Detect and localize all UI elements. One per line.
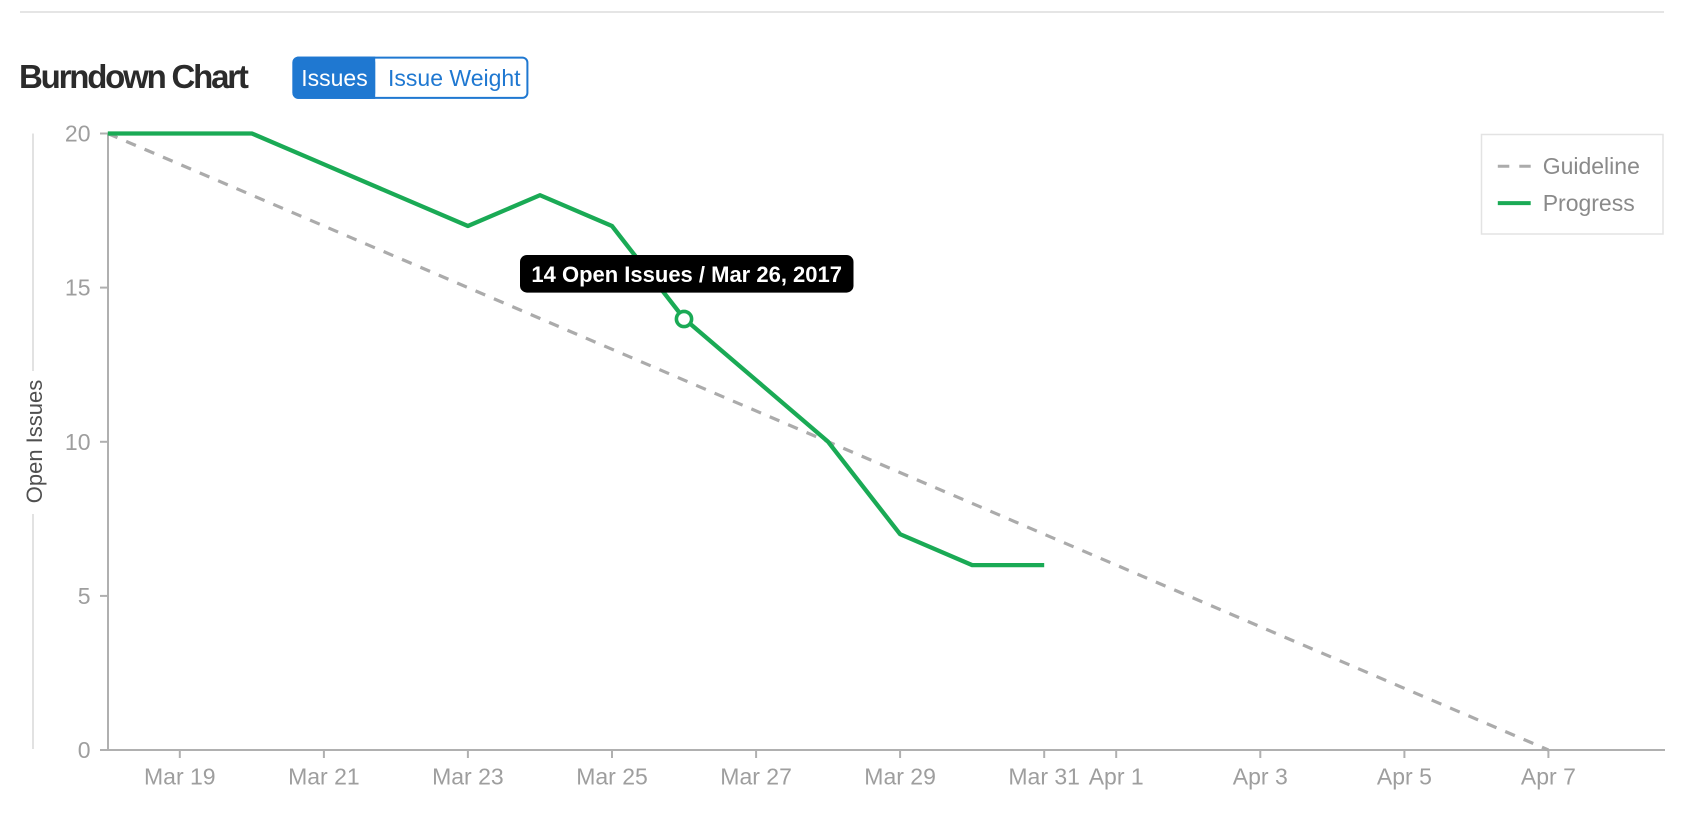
svg-text:Mar 29: Mar 29 bbox=[864, 764, 936, 790]
svg-text:Mar 21: Mar 21 bbox=[288, 764, 360, 790]
svg-text:14 Open Issues / Mar 26, 2017: 14 Open Issues / Mar 26, 2017 bbox=[531, 262, 842, 287]
svg-text:Issues: Issues bbox=[301, 65, 367, 91]
svg-text:Apr 3: Apr 3 bbox=[1233, 764, 1288, 790]
svg-text:Burndown Chart: Burndown Chart bbox=[19, 58, 249, 95]
svg-text:Mar 31: Mar 31 bbox=[1008, 764, 1080, 790]
svg-text:Apr 5: Apr 5 bbox=[1377, 764, 1432, 790]
svg-text:Mar 27: Mar 27 bbox=[720, 764, 792, 790]
svg-text:Mar 23: Mar 23 bbox=[432, 764, 504, 790]
svg-text:20: 20 bbox=[65, 121, 91, 147]
svg-text:Progress: Progress bbox=[1543, 190, 1635, 216]
svg-text:Apr 1: Apr 1 bbox=[1089, 764, 1144, 790]
svg-text:15: 15 bbox=[65, 275, 91, 301]
svg-text:Apr 7: Apr 7 bbox=[1521, 764, 1576, 790]
svg-text:Open Issues: Open Issues bbox=[22, 380, 47, 504]
svg-text:10: 10 bbox=[65, 429, 91, 455]
svg-text:5: 5 bbox=[78, 583, 91, 609]
svg-text:Issue Weight: Issue Weight bbox=[388, 65, 521, 91]
svg-text:Mar 19: Mar 19 bbox=[144, 764, 216, 790]
svg-text:Guideline: Guideline bbox=[1543, 153, 1640, 179]
svg-text:0: 0 bbox=[78, 737, 91, 763]
svg-text:Mar 25: Mar 25 bbox=[576, 764, 648, 790]
